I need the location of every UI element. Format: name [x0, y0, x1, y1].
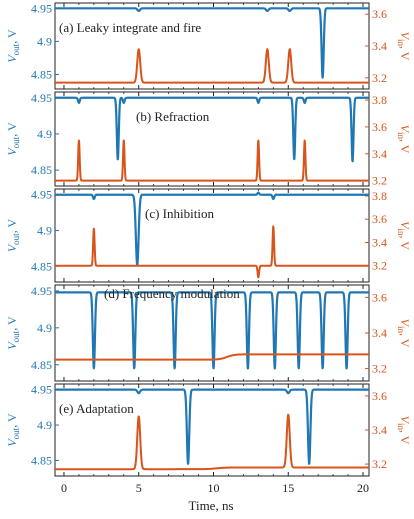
- y-left-tick-label: 4.9: [37, 223, 52, 237]
- y-right-axis-label: Vin, V: [396, 319, 412, 348]
- x-tick-label: 20: [357, 481, 369, 495]
- y-left-tick-label: 4.9: [37, 418, 52, 432]
- y-right-tick-label: 3.4: [372, 423, 387, 437]
- vout-series-line: [54, 191, 370, 266]
- y-right-axis-label: Vin, V: [396, 221, 412, 250]
- y-left-axis-label: Vout, V: [5, 29, 21, 63]
- y-right-tick-label: 3.2: [372, 457, 387, 471]
- y-left-axis-label: Vout, V: [5, 316, 21, 350]
- y-right-tick-label: 3.4: [372, 326, 387, 340]
- panel-title: (e) Adaptation: [59, 401, 134, 416]
- x-axis-label: Time, ns: [188, 498, 233, 513]
- plot-frame: [54, 91, 370, 187]
- panel-d: 4.95 4.9 4.85 3.6 3.4 3.2 (d) Frequency modula…: [31, 284, 387, 382]
- panel-e: 4.95 4.9 4.85 3.6 3.4 3.2 (e) Adaptation: [31, 383, 387, 477]
- y-right-tick-label: 3.6: [372, 120, 387, 134]
- x-tick-label: 5: [136, 481, 142, 495]
- vout-series-line: [54, 291, 370, 370]
- vout-series-line: [54, 388, 370, 465]
- y-right-tick-label: 3.6: [372, 7, 387, 21]
- y-left-tick-label: 4.85: [31, 453, 52, 467]
- y-right-tick-label: 3.2: [372, 174, 387, 188]
- y-left-tick-label: 4.95: [31, 188, 52, 202]
- vout-series-line: [54, 7, 370, 79]
- y-right-tick-label: 3.2: [372, 71, 387, 85]
- y-right-axis-label: Vin, V: [396, 32, 412, 61]
- vin-series-line: [54, 413, 370, 471]
- y-left-tick-label: 4.85: [31, 67, 52, 81]
- y-left-tick-label: 4.85: [31, 358, 52, 372]
- panel-title: (d) Frequency modulation: [104, 286, 240, 301]
- panel-title: (a) Leaky integrate and fire: [59, 20, 201, 35]
- vin-series-line: [54, 139, 370, 182]
- y-left-tick-label: 4.85: [31, 259, 52, 273]
- y-left-tick-label: 4.95: [31, 284, 52, 298]
- x-tick-label: 10: [207, 481, 219, 495]
- x-tick-label: 15: [282, 481, 294, 495]
- y-right-tick-label: 3.4: [372, 147, 387, 161]
- y-right-tick-label: 3.6: [372, 290, 387, 304]
- x-tick-label: 0: [61, 481, 67, 495]
- vin-series-line: [54, 48, 370, 84]
- y-right-tick-label: 3.2: [372, 259, 387, 273]
- plot-frame: [54, 383, 370, 477]
- y-right-tick-label: 3.6: [372, 389, 387, 403]
- y-left-tick-label: 4.9: [37, 34, 52, 48]
- y-left-tick-label: 4.85: [31, 163, 52, 177]
- y-right-tick-label: 3.4: [372, 235, 387, 249]
- y-left-axis-label: Vout, V: [5, 413, 21, 447]
- y-left-tick-label: 4.95: [31, 1, 52, 15]
- vin-series-line: [54, 225, 370, 279]
- y-left-tick-label: 4.95: [31, 91, 52, 105]
- panel-title: (c) Inhibition: [145, 206, 214, 221]
- y-left-tick-label: 4.9: [37, 321, 52, 335]
- panel-title: (b) Refraction: [136, 109, 210, 124]
- panel-a: 4.95 4.9 4.85 3.6 3.4 3.2 (a) Leaky integrate …: [31, 1, 387, 90]
- y-left-axis-label: Vout, V: [5, 122, 21, 156]
- panel-c: 4.95 4.9 4.85 3.8 3.6 3.4 3.2 (c) Inhibition: [31, 188, 387, 283]
- y-right-tick-label: 3.8: [372, 93, 387, 107]
- vin-series-line: [54, 353, 370, 361]
- y-right-tick-label: 3.4: [372, 39, 387, 53]
- vout-series-line: [54, 96, 370, 163]
- y-right-tick-label: 3.2: [372, 362, 387, 376]
- y-right-axis-label: Vin, V: [396, 125, 412, 154]
- y-left-axis-label: Vout, V: [5, 219, 21, 253]
- y-left-tick-label: 4.95: [31, 383, 52, 397]
- y-right-axis-label: Vin, V: [396, 416, 412, 445]
- y-right-tick-label: 3.8: [372, 189, 387, 203]
- plot-frame: [54, 188, 370, 283]
- y-left-tick-label: 4.9: [37, 127, 52, 141]
- panel-b: 4.95 4.9 4.85 3.8 3.6 3.4 3.2 (b) Refraction: [31, 91, 387, 188]
- y-right-tick-label: 3.6: [372, 212, 387, 226]
